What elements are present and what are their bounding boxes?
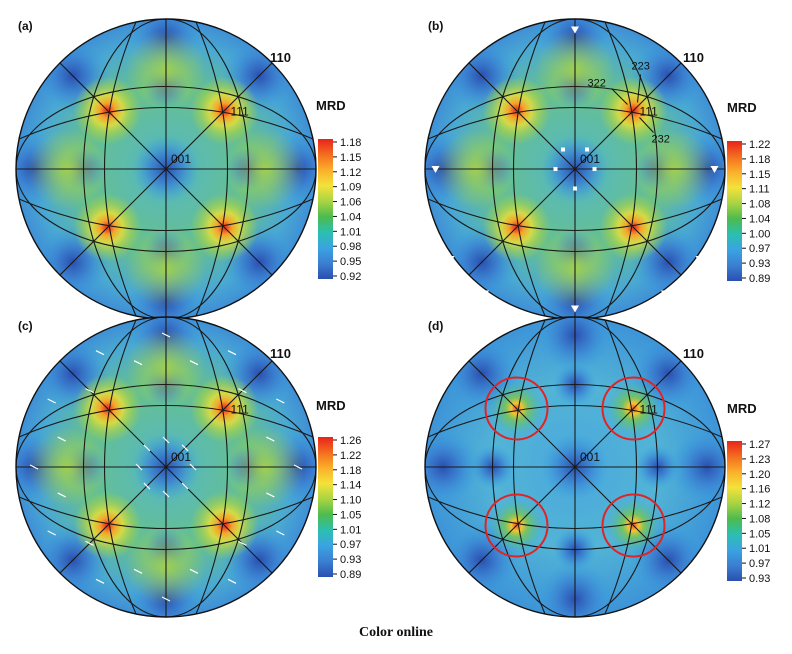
- color-bar-title: MRD: [727, 100, 757, 115]
- color-bar-tick: 0.92: [340, 271, 361, 283]
- color-bar-tick: 1.18: [749, 154, 770, 166]
- color-bar: MRD 1.18 1.15 1.12 1.09 1.06 1.04 1.01 0.98 0.95 0…: [316, 98, 361, 283]
- annotation-322: 322: [588, 78, 606, 90]
- highlight-circle: [601, 376, 666, 441]
- pole-label-111: 111: [640, 403, 659, 417]
- highlight-circle: [484, 376, 549, 441]
- projection-net: [425, 19, 725, 319]
- panel-c: (c) 001 110 111 MRD 1.26 1.22 1.18 1.14 1.10 1.05 1…: [15, 316, 361, 618]
- color-bar-tick: 1.05: [749, 528, 770, 540]
- stereographic-circle: [15, 316, 317, 618]
- color-bar-scale: [727, 441, 742, 581]
- pole-label-001: 001: [580, 450, 600, 464]
- color-bar-tick: 1.15: [749, 169, 770, 181]
- color-bar-tick: 0.95: [340, 256, 361, 268]
- color-bar-title: MRD: [316, 398, 346, 413]
- figure-caption: Color online: [358, 625, 434, 640]
- color-bar-tick: 0.98: [340, 241, 361, 253]
- color-bar-tick: 1.12: [340, 167, 361, 179]
- color-bar-title: MRD: [316, 98, 346, 113]
- pole-label-111: 111: [640, 105, 659, 119]
- panel-label: (c): [18, 319, 33, 333]
- pole-label-001: 001: [580, 152, 600, 166]
- color-bar-tick: 0.97: [340, 539, 361, 551]
- pole-label-110: 110: [683, 50, 704, 65]
- pole-label-110: 110: [270, 50, 291, 65]
- color-bar-tick: 1.27: [749, 439, 770, 451]
- color-bar-scale: [318, 437, 333, 577]
- color-bar-tick: 1.15: [340, 152, 361, 164]
- panel-label: (d): [428, 319, 443, 333]
- color-bar-tick: 1.16: [749, 484, 770, 496]
- color-bar-tick: 1.01: [749, 543, 770, 555]
- color-bar-tick: 1.04: [340, 211, 361, 223]
- color-bar-tick: 1.22: [340, 450, 361, 462]
- color-bar-tick: 1.11: [749, 184, 770, 196]
- color-bar-tick: 0.93: [749, 573, 770, 585]
- color-bar: MRD 1.26 1.22 1.18 1.14 1.10 1.05 1.01 0.97 0.93 0…: [316, 398, 361, 581]
- pole-label-001: 001: [171, 450, 191, 464]
- color-bar-tick: 1.00: [749, 228, 770, 240]
- pole-annotations: 322 223 232: [588, 61, 670, 146]
- color-bar-tick: 0.89: [749, 273, 770, 285]
- annotation-223: 223: [632, 61, 650, 73]
- highlight-circle: [484, 493, 549, 558]
- pole-label-110: 110: [683, 346, 704, 361]
- color-bar-tick: 1.14: [340, 480, 361, 492]
- projection-net: [425, 317, 725, 617]
- pole-label-001: 001: [171, 152, 191, 166]
- color-bar-tick: 1.09: [340, 182, 361, 194]
- color-bar-tick: 1.08: [749, 199, 770, 211]
- color-bar-tick: 0.97: [749, 243, 770, 255]
- pole-label-111: 111: [231, 105, 250, 119]
- triangle-markers: [431, 26, 719, 313]
- color-bar-tick: 1.22: [749, 139, 770, 151]
- color-bar-tick: 1.20: [749, 469, 770, 481]
- panel-a: (a) 001 110 111 MRD 1.18 1.15 1.12 1.09 1.06 1.04 1…: [15, 18, 361, 320]
- color-bar-tick: 1.26: [340, 435, 361, 447]
- color-bar-tick: 1.18: [340, 465, 361, 477]
- color-bar: MRD 1.27 1.23 1.20 1.16 1.12 1.08 1.05 1.01 0.97 0…: [727, 401, 770, 585]
- pole-label-110: 110: [270, 346, 291, 361]
- panel-label: (a): [18, 19, 33, 33]
- color-bar-tick: 0.97: [749, 558, 770, 570]
- color-bar-tick: 0.93: [340, 554, 361, 566]
- panel-d: (d) 001 110 111 MRD 1.27 1.23 1.20 1.16 1.12 1.08 1…: [424, 316, 770, 618]
- arrow-markers: [29, 332, 303, 602]
- stereographic-circle: [424, 316, 726, 618]
- color-bar-tick: 0.89: [340, 569, 361, 581]
- pole-label-111: 111: [231, 403, 250, 417]
- color-bar-tick: 1.18: [340, 137, 361, 149]
- color-bar-tick: 1.08: [749, 513, 770, 525]
- color-bar-scale: [318, 139, 333, 279]
- panel-label: (b): [428, 19, 443, 33]
- projection-net: [16, 19, 316, 319]
- color-bar-tick: 1.06: [340, 197, 361, 209]
- color-bar-tick: 1.04: [749, 213, 770, 225]
- color-bar-tick: 1.12: [749, 499, 770, 511]
- color-bar: MRD 1.22 1.18 1.15 1.11 1.08 1.04 1.00 0.97 0.93 0…: [727, 100, 770, 285]
- projection-net: [16, 317, 316, 617]
- highlight-circle: [601, 493, 666, 558]
- annotation-arrows: [611, 74, 654, 133]
- color-bar-tick: 1.10: [340, 495, 361, 507]
- panel-b: (b) 001 110 111 322 223 232 MRD 1.22 1.18 1.15 1.11…: [424, 18, 770, 320]
- color-bar-tick: 1.01: [340, 226, 361, 238]
- color-bar-tick: 0.93: [749, 258, 770, 270]
- color-bar-tick: 1.01: [340, 524, 361, 536]
- color-bar-title: MRD: [727, 401, 757, 416]
- color-bar-tick: 1.05: [340, 509, 361, 521]
- color-bar-tick: 1.23: [749, 454, 770, 466]
- annotation-232: 232: [652, 134, 670, 146]
- color-bar-scale: [727, 141, 742, 281]
